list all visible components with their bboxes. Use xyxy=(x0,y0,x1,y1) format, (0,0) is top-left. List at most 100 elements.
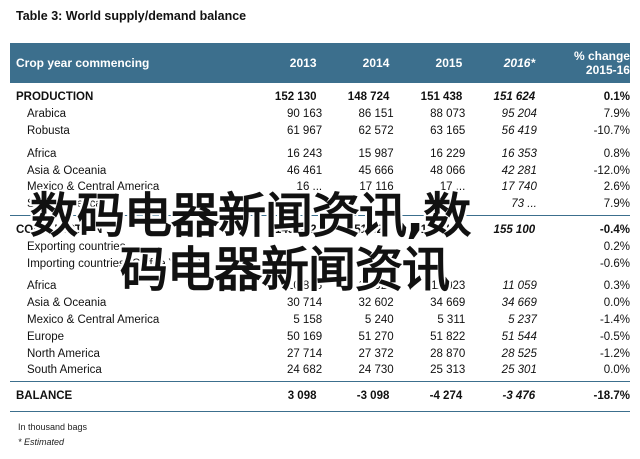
cell-value: 30 714 xyxy=(286,297,323,310)
cell-change: -10.7% xyxy=(593,124,630,137)
supply-demand-table: Crop year commencing 2013 2014 2015 2016… xyxy=(10,43,630,412)
header-label: Crop year commencing xyxy=(16,56,150,70)
table-row: South America 73 ... 7.9% xyxy=(10,196,630,213)
cell-value: 5 237 xyxy=(508,313,537,326)
table-row: South America 24 682 24 730 25 313 25 30… xyxy=(10,362,630,379)
cell-value: -3 476 xyxy=(502,390,536,403)
cell-value: -3 098 xyxy=(356,390,390,403)
cell-value: 48 066 xyxy=(430,164,466,177)
row-label: Mexico & Central America xyxy=(27,181,160,194)
cell-value: 17 116 xyxy=(359,181,394,194)
cell-value: 28 525 xyxy=(501,347,537,360)
cell-value: 61 967 xyxy=(286,124,323,137)
cell-value: 62 572 xyxy=(358,124,394,137)
cell-value: 5 311 xyxy=(437,313,466,326)
cell-value: 50 169 xyxy=(286,330,323,343)
table-row: Mexico & Central America 16 ... 17 116 1… xyxy=(10,179,630,196)
table-row: Asia & Oceania 46 461 45 666 48 066 42 2… xyxy=(10,162,630,179)
cell-value: 5 158 xyxy=(293,313,323,326)
row-label: PRODUCTION xyxy=(16,91,94,104)
row-label: BALANCE xyxy=(16,390,73,403)
row-label: Africa xyxy=(27,280,57,293)
cell-value: 56 419 xyxy=(501,124,537,137)
cell-value: 45 666 xyxy=(358,164,394,177)
cell-value: 151 438 xyxy=(420,91,463,104)
table-row: Mexico & Central America 5 158 5 240 5 3… xyxy=(10,312,630,329)
row-label: Robusta xyxy=(27,124,70,137)
cell-value: 148 724 xyxy=(347,91,390,104)
table-row: Asia & Oceania 30 714 32 602 34 669 34 6… xyxy=(10,295,630,312)
cell-change: -0.5% xyxy=(599,330,630,343)
cell-value: 155 714 xyxy=(420,223,463,236)
row-label: Africa xyxy=(27,147,57,160)
header-year: 2014 xyxy=(362,56,390,70)
cell-value: -4 274 xyxy=(429,390,463,403)
table-title: Table 3: World supply/demand balance xyxy=(16,9,247,23)
cell-change: -1.2% xyxy=(599,347,630,360)
header-change-line2: 2015-16 xyxy=(585,63,630,77)
cell-value: 51 544 xyxy=(501,330,537,343)
cell-value: 17 ... xyxy=(439,181,466,194)
cell-value: 28 870 xyxy=(430,347,466,360)
cell-value: 10 885 xyxy=(286,280,323,293)
cell-value: 16 353 xyxy=(501,147,537,160)
cell-value: 51 270 xyxy=(358,330,394,343)
row-label: North America xyxy=(27,347,100,360)
cell-change: 0.1% xyxy=(603,91,630,104)
units-note: In thousand bags xyxy=(18,422,88,432)
cell-change: -18.7% xyxy=(593,390,630,403)
cell-value: 16 243 xyxy=(286,147,323,160)
header-change-line1: % change xyxy=(573,49,630,63)
row-label: Asia & Oceania xyxy=(27,297,107,310)
cell-change: 0.3% xyxy=(603,280,630,293)
row-label: South America xyxy=(27,198,102,211)
table-row: Africa 16 243 15 987 16 229 16 353 0.8% xyxy=(10,145,630,162)
cell-value: 25 313 xyxy=(430,364,466,377)
cell-change: 7.9% xyxy=(603,108,630,121)
cell-value: 149 032 xyxy=(274,223,317,236)
cell-value: 32 602 xyxy=(358,297,394,310)
cell-value: 25 301 xyxy=(501,364,537,377)
cell-value: 86 151 xyxy=(358,108,394,121)
cell-value: 34 669 xyxy=(430,297,466,310)
row-label: Exporting countries xyxy=(27,240,126,253)
cell-value: 11 059 xyxy=(502,280,537,293)
cell-change: -0.6% xyxy=(599,257,630,270)
cell-value: 17 740 xyxy=(501,181,537,194)
cell-value: 42 281 xyxy=(501,164,537,177)
cell-value: 11 023 xyxy=(430,280,466,293)
row-label: CONSUMPTION xyxy=(16,223,103,236)
consumption-total-row: CONSUMPTION 149 032 151 821 155 714 155 … xyxy=(10,222,630,239)
cell-change: -1.4% xyxy=(599,313,630,326)
cell-value: 15 987 xyxy=(358,147,394,160)
cell-change: -12.0% xyxy=(593,164,630,177)
cell-value: 24 730 xyxy=(358,364,394,377)
cell-value: 151 624 xyxy=(493,91,536,104)
table-row: Arabica 90 163 86 151 88 073 95 204 7.9% xyxy=(10,106,630,123)
cell-value: 24 682 xyxy=(286,364,323,377)
cell-change: 7.9% xyxy=(603,198,630,211)
table-row: Africa 10 885 10 924 11 023 11 059 0.3% xyxy=(10,278,630,295)
header-year: 2015 xyxy=(435,56,463,70)
cell-change: 0.0% xyxy=(603,297,630,310)
cell-value: 27 372 xyxy=(358,347,394,360)
cell-value: 63 165 xyxy=(430,124,466,137)
cell-value: 3 098 xyxy=(287,390,317,403)
balance-total-row: BALANCE 3 098 -3 098 -4 274 -3 476 -18.7… xyxy=(10,388,630,405)
table-row: Importing countries (Coffee Years) -0.6% xyxy=(10,255,630,272)
table-row: Exporting countries 0.2% xyxy=(10,238,630,255)
cell-value: 46 461 xyxy=(286,164,323,177)
header-year: 2013 xyxy=(289,56,317,70)
cell-value: 27 714 xyxy=(286,347,323,360)
production-total-row: PRODUCTION 152 130 148 724 151 438 151 6… xyxy=(10,89,630,106)
row-label: Arabica xyxy=(27,108,66,121)
table-row: North America 27 714 27 372 28 870 28 52… xyxy=(10,345,630,362)
header-change: % change 2015-16 xyxy=(535,49,630,77)
cell-value: 151 821 xyxy=(347,223,390,236)
cell-change: 0.8% xyxy=(603,147,630,160)
row-label: Mexico & Central America xyxy=(27,313,160,326)
cell-value: 73 ... xyxy=(511,198,537,211)
header-year-estimated: 2016* xyxy=(503,56,536,70)
cell-value: 10 924 xyxy=(358,280,394,293)
row-label: South America xyxy=(27,364,102,377)
